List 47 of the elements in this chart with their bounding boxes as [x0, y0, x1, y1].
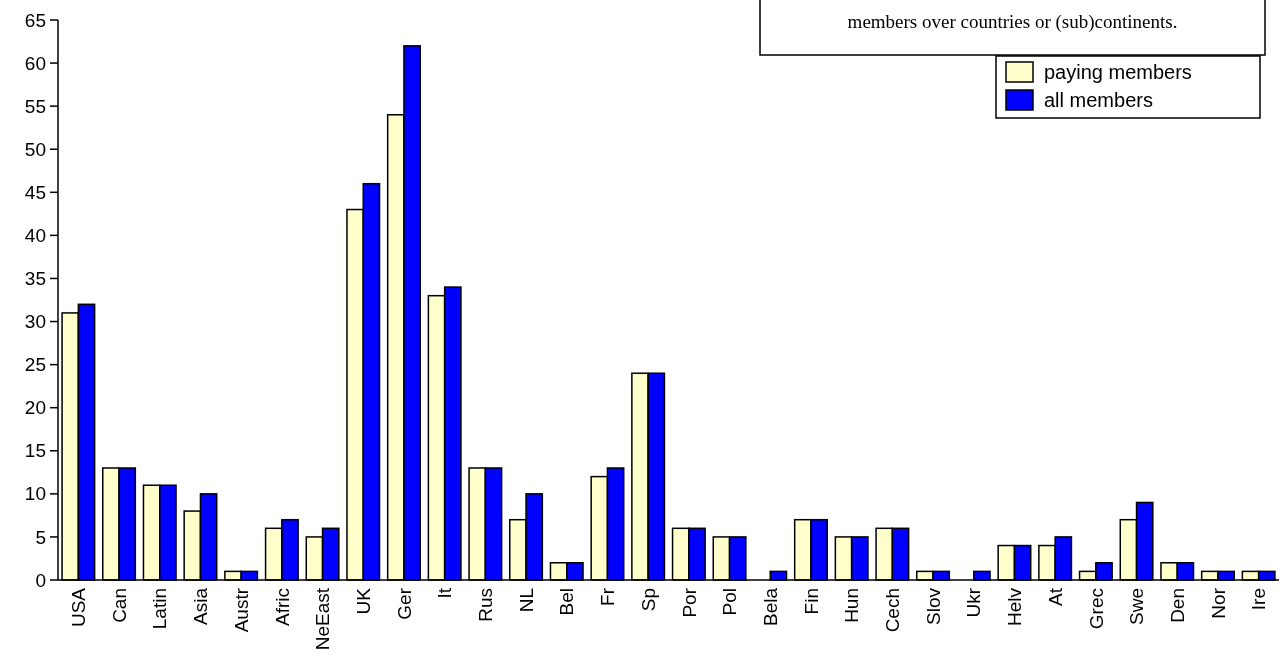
y-tick-label: 60	[24, 52, 46, 74]
x-tick-label: NL	[515, 588, 537, 613]
y-tick-label: 0	[35, 569, 46, 591]
x-tick-label: Den	[1166, 588, 1188, 623]
x-tick-label: Hun	[841, 588, 863, 623]
legend-label: all members	[1044, 89, 1153, 111]
y-tick-label: 5	[35, 526, 46, 548]
x-tick-label: It	[434, 587, 456, 599]
y-tick-label: 35	[24, 268, 46, 290]
x-tick-label: Latin	[149, 588, 171, 630]
x-tick-label: Rus	[475, 588, 496, 622]
x-tick-label: NeEast	[312, 587, 334, 651]
x-tick-label: UK	[352, 587, 374, 615]
x-tick-label: Ger	[393, 587, 415, 620]
y-tick-label: 45	[24, 181, 46, 203]
x-tick-label: Bel	[556, 588, 578, 616]
x-tick-label: Por	[678, 587, 700, 618]
x-tick-label: Cech	[882, 588, 903, 633]
x-tick-label: USA	[68, 587, 89, 628]
x-tick-label: Fr	[597, 587, 619, 606]
x-tick-label: Can	[108, 588, 130, 623]
y-tick-label: 65	[24, 9, 46, 31]
x-tick-label: Nor	[1207, 587, 1229, 619]
x-tick-label: Ire	[1248, 588, 1270, 611]
legend-label: paying members	[1044, 61, 1192, 83]
y-tick-label: 55	[24, 95, 46, 117]
x-tick-label: Helv	[1004, 587, 1026, 627]
x-tick-label: Fin	[800, 588, 822, 615]
x-tick-label: Ukr	[963, 587, 985, 618]
x-tick-label: Asia	[190, 587, 212, 625]
x-tick-label: Pol	[719, 588, 741, 616]
y-tick-label: 50	[24, 138, 46, 160]
y-tick-label: 15	[24, 440, 46, 462]
y-tick-label: 25	[24, 354, 46, 376]
y-tick-label: 20	[24, 397, 46, 419]
x-tick-label: At	[1044, 587, 1066, 606]
x-tick-label: Afric	[271, 588, 293, 626]
x-tick-label: Slov	[922, 587, 944, 625]
x-tick-label: Sp	[637, 588, 659, 612]
x-tick-label: Grec	[1085, 588, 1107, 630]
x-tick-label: Austr	[230, 587, 252, 633]
annotation: members over countries or (sub)continents.	[847, 11, 1178, 33]
x-tick-label: Swe	[1126, 588, 1148, 625]
x-tick-label: Bela	[759, 587, 781, 627]
y-tick-label: 10	[24, 483, 46, 505]
y-tick-label: 30	[24, 311, 46, 333]
y-tick-label: 40	[24, 225, 46, 247]
